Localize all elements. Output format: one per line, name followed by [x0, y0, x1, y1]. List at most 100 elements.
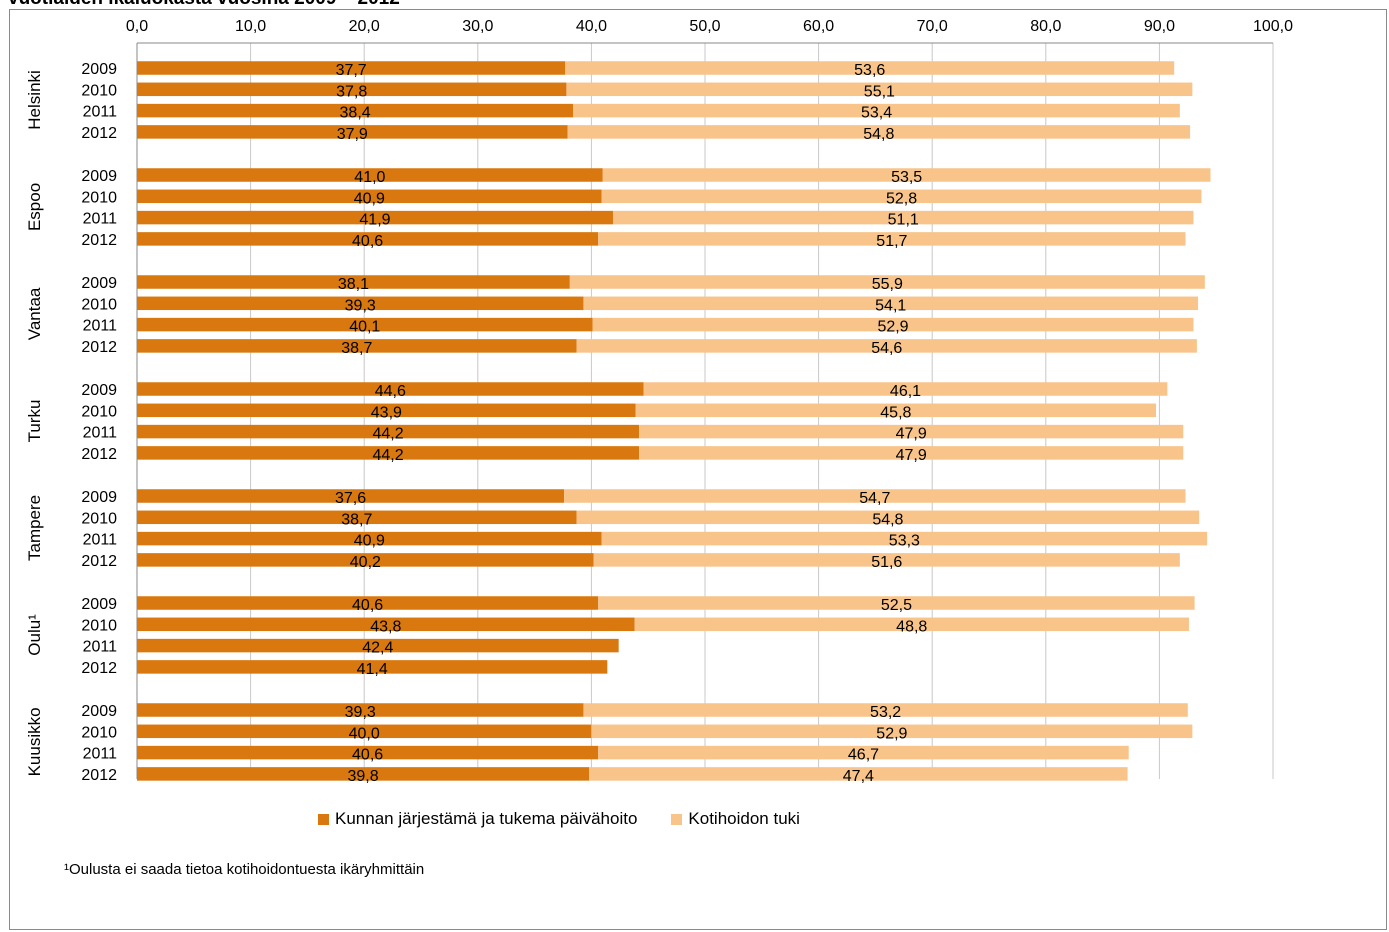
data-label-home-care: 55,9	[872, 276, 903, 293]
year-label: 2009	[81, 168, 117, 185]
data-label-municipal: 44,6	[375, 383, 406, 400]
group-label: Helsinki	[25, 70, 44, 130]
group-label: Tampere	[25, 495, 44, 561]
year-label: 2009	[81, 703, 117, 720]
year-label: 2012	[81, 553, 117, 570]
data-label-home-care: 46,7	[848, 747, 879, 764]
bar-municipal	[137, 317, 593, 332]
bar-home-care	[601, 531, 1208, 546]
year-label: 2009	[81, 275, 117, 292]
legend-item-municipal: Kunnan järjestämä ja tukema päivähoito	[318, 809, 637, 829]
data-label-home-care: 54,6	[871, 340, 902, 357]
data-label-home-care: 52,9	[876, 725, 907, 742]
data-label-municipal: 43,9	[371, 404, 402, 421]
bar-home-care	[565, 61, 1175, 75]
group-label: Espoo	[25, 183, 44, 231]
legend-label-municipal: Kunnan järjestämä ja tukema päivähoito	[335, 809, 638, 828]
data-label-home-care: 53,2	[870, 704, 901, 721]
data-label-home-care: 53,6	[854, 62, 885, 79]
bar-municipal	[137, 189, 602, 204]
bar-home-care	[566, 82, 1193, 97]
chart-title: vuotiaiden ikäluokasta vuosina 2009 – 20…	[8, 0, 400, 10]
bar-municipal	[137, 703, 584, 717]
bar-home-care	[591, 724, 1193, 739]
x-tick-label: 100,0	[1253, 18, 1293, 35]
data-label-home-care: 51,6	[871, 554, 902, 571]
year-label: 2012	[81, 660, 117, 677]
year-label: 2009	[81, 596, 117, 613]
x-tick-label: 10,0	[235, 18, 266, 35]
x-tick-label: 40,0	[576, 18, 607, 35]
data-label-home-care: 53,3	[889, 533, 920, 550]
bar-municipal	[137, 553, 594, 567]
bar-home-care	[635, 403, 1156, 418]
data-label-municipal: 37,6	[335, 490, 366, 507]
data-label-municipal: 39,8	[347, 768, 378, 785]
bar-municipal	[137, 296, 584, 311]
year-label: 2011	[83, 746, 118, 763]
bar-municipal	[137, 767, 590, 781]
year-label: 2012	[81, 339, 117, 356]
year-label: 2010	[81, 403, 117, 420]
year-label: 2009	[81, 61, 117, 78]
group-label: Oulu¹	[25, 614, 44, 656]
data-label-home-care: 52,5	[881, 597, 912, 614]
data-label-municipal: 40,2	[350, 554, 381, 571]
data-label-municipal: 37,7	[336, 62, 367, 79]
data-label-municipal: 40,9	[354, 533, 385, 550]
bar-municipal	[137, 424, 640, 439]
data-label-home-care: 54,1	[875, 297, 906, 314]
chart-frame	[9, 9, 1387, 930]
footnote: ¹Oulusta ei saada tietoa kotihoidontuest…	[64, 861, 425, 878]
data-label-home-care: 53,4	[861, 105, 892, 122]
data-label-home-care: 51,7	[876, 233, 907, 250]
data-label-home-care: 52,8	[886, 190, 917, 207]
data-label-municipal: 38,4	[340, 105, 371, 122]
data-label-municipal: 40,9	[354, 190, 385, 207]
bar-municipal	[137, 339, 577, 353]
bar-municipal	[137, 232, 599, 246]
x-tick-label: 20,0	[349, 18, 380, 35]
data-label-municipal: 41,4	[357, 661, 388, 678]
bar-municipal	[137, 660, 608, 674]
year-label: 2010	[81, 189, 117, 206]
bar-home-care	[592, 317, 1194, 332]
data-label-municipal: 43,8	[370, 618, 401, 635]
year-label: 2011	[83, 532, 118, 549]
bar-home-care	[639, 424, 1184, 439]
year-label: 2012	[81, 125, 117, 142]
data-label-municipal: 37,8	[336, 83, 367, 100]
x-tick-label: 70,0	[917, 18, 948, 35]
data-label-municipal: 40,1	[349, 319, 380, 336]
bar-home-care	[589, 767, 1128, 781]
bar-municipal	[137, 510, 577, 525]
data-label-home-care: 51,1	[888, 212, 919, 229]
bar-municipal	[137, 103, 574, 118]
x-tick-label: 90,0	[1144, 18, 1175, 35]
legend-label-home-care: Kotihoidon tuki	[688, 809, 800, 828]
bar-home-care	[564, 489, 1186, 503]
data-label-municipal: 38,7	[341, 340, 372, 357]
x-tick-label: 0,0	[126, 18, 148, 35]
year-label: 2010	[81, 724, 117, 741]
data-label-municipal: 37,9	[337, 126, 368, 143]
bar-home-care	[601, 189, 1202, 204]
data-label-home-care: 52,9	[877, 319, 908, 336]
bar-municipal	[137, 724, 592, 739]
data-label-municipal: 41,0	[354, 169, 385, 186]
bar-municipal	[137, 638, 619, 653]
bar-municipal	[137, 275, 570, 289]
bar-home-care	[593, 553, 1180, 567]
data-label-municipal: 44,2	[372, 447, 403, 464]
legend-swatch-municipal	[318, 813, 329, 825]
x-tick-label: 60,0	[803, 18, 834, 35]
year-label: 2012	[81, 232, 117, 249]
legend: Kunnan järjestämä ja tukema päivähoito K…	[318, 808, 834, 830]
data-label-home-care: 46,1	[890, 383, 921, 400]
bar-home-care	[634, 617, 1189, 632]
bar-municipal	[137, 382, 644, 396]
data-label-municipal: 40,0	[349, 725, 380, 742]
data-label-municipal: 39,3	[345, 297, 376, 314]
year-label: 2011	[83, 639, 118, 656]
